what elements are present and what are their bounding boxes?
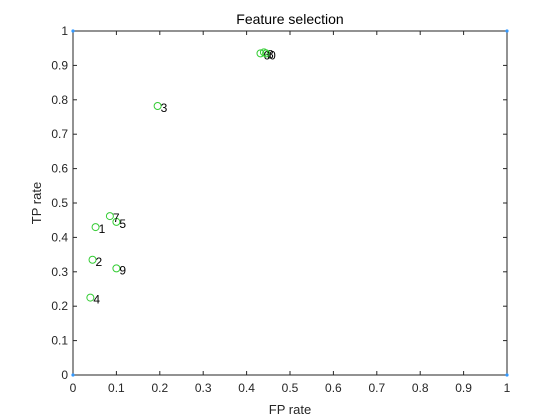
x-tick-label: 0.6 xyxy=(325,381,342,395)
y-tick-label: 0.7 xyxy=(51,127,68,141)
x-tick-label: 0 xyxy=(70,381,77,395)
x-tick-label: 0.9 xyxy=(455,381,472,395)
data-point xyxy=(91,223,100,232)
data-point-label: 0 xyxy=(269,48,276,62)
y-tick-label: 0.8 xyxy=(51,93,68,107)
data-point-label: 1 xyxy=(99,222,106,236)
data-point xyxy=(112,264,121,273)
x-tick-label: 0.4 xyxy=(238,381,255,395)
y-tick-label: 0.4 xyxy=(51,230,68,244)
data-point-label: 7 xyxy=(113,211,120,225)
plot-box xyxy=(72,30,508,376)
y-tick-label: 0.5 xyxy=(51,196,68,210)
y-axis-title: TP rate xyxy=(29,182,44,224)
data-point-label: 9 xyxy=(119,263,126,277)
x-tick-label: 0.2 xyxy=(151,381,168,395)
y-tick-label: 0.1 xyxy=(51,334,68,348)
data-point xyxy=(86,293,95,302)
data-point-label: 6 xyxy=(263,48,270,62)
data-point-label: 5 xyxy=(119,217,126,231)
x-tick-label: 0.5 xyxy=(282,381,299,395)
data-point-label: 3 xyxy=(161,101,168,115)
data-point xyxy=(88,255,97,264)
y-tick-label: 0.3 xyxy=(51,265,68,279)
corner-point xyxy=(505,373,509,377)
x-tick-label: 0.1 xyxy=(108,381,125,395)
data-point xyxy=(262,49,271,58)
data-point-label: 8 xyxy=(267,47,274,61)
data-point xyxy=(153,101,162,110)
y-tick-label: 0 xyxy=(61,368,68,382)
y-tick-label: 0.2 xyxy=(51,299,68,313)
data-point-label: 2 xyxy=(96,255,103,269)
data-point xyxy=(112,217,121,226)
data-point xyxy=(256,49,265,58)
data-point-label: 4 xyxy=(93,293,100,307)
corner-point xyxy=(71,373,75,377)
x-tick-label: 0.3 xyxy=(195,381,212,395)
y-tick-label: 0.9 xyxy=(51,58,68,72)
corner-point xyxy=(71,29,75,33)
data-point xyxy=(105,212,114,221)
plot-area: 0 0.1 0.2 0.3 0.4 0.5 0.6 0.7 0.8 0.9 1 0 0.1 0.2 0.3 0… xyxy=(51,24,510,395)
corner-point xyxy=(505,29,509,33)
x-tick-label: 0.7 xyxy=(368,381,385,395)
x-tick-label: 0.8 xyxy=(412,381,429,395)
x-axis-title: FP rate xyxy=(269,402,311,417)
y-tick-label: 1 xyxy=(61,24,68,38)
x-tick-label: 1 xyxy=(504,381,511,395)
chart-title: Feature selection xyxy=(236,11,343,27)
y-tick-label: 0.6 xyxy=(51,162,68,176)
